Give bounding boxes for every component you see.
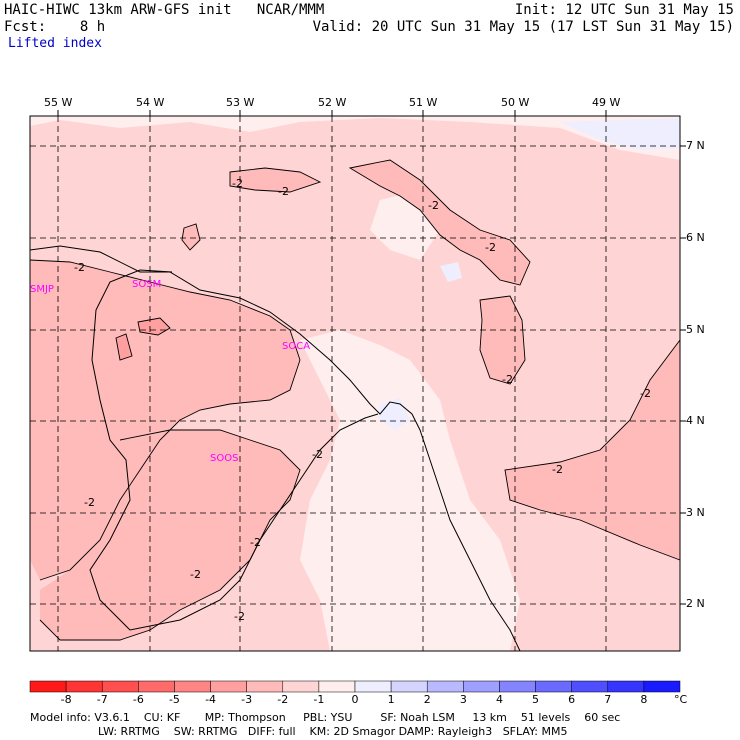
- map-title: HAIC-HIWC 13km ARW-GFS init NCAR/MMM: [4, 2, 325, 18]
- colorbar-swatch: [246, 680, 284, 693]
- negative-region: [230, 168, 320, 192]
- negative-region: [30, 260, 300, 580]
- colorbar-swatch: [354, 680, 392, 693]
- field-name: Lifted index: [8, 36, 102, 51]
- colorbar-swatch: [65, 680, 103, 693]
- lat-label: 7 N: [686, 139, 705, 152]
- colorbar-swatch: [463, 680, 500, 693]
- colorbar-tick-label: -3: [241, 693, 253, 706]
- light-region: [300, 330, 520, 651]
- negative-region: [480, 296, 525, 384]
- colorbar-tick-label: 8: [640, 693, 648, 706]
- map-frame: [29, 115, 681, 652]
- frame-ticks: [57, 110, 686, 605]
- contour-label: -2: [232, 177, 243, 190]
- strong-negative-pocket: [138, 318, 170, 335]
- contour-label: -2: [502, 373, 513, 386]
- lat-label: 4 N: [686, 414, 705, 427]
- colorbar-swatch: [571, 680, 609, 693]
- colorbar-swatch: [607, 680, 645, 693]
- colorbar-swatch: [535, 680, 572, 693]
- colorbar-tick-label: -1: [313, 693, 325, 706]
- model-info-line1: Model info: V3.6.1 CU: KF MP: Thompson P…: [30, 711, 621, 724]
- colorbar-swatch: [499, 680, 536, 693]
- colorbar-swatch: [643, 680, 681, 693]
- colorbar-swatch: [101, 680, 139, 693]
- contour-label: -2: [278, 185, 289, 198]
- contour-label: -2: [74, 261, 85, 274]
- lon-label: 49 W: [592, 96, 621, 109]
- colorbar-tick-label: 1: [387, 693, 395, 706]
- colorbar: [29, 680, 681, 693]
- coastline-borders: [29, 245, 521, 652]
- station-smjp: SMJP: [30, 284, 54, 295]
- contour-label: -2: [84, 496, 95, 509]
- colorbar-tick-label: -2: [277, 693, 289, 706]
- colorbar-tick-label: -6: [132, 693, 144, 706]
- contour-label: -2: [428, 199, 439, 212]
- negative-region: [40, 430, 300, 640]
- station-soos: SOOS: [210, 453, 238, 464]
- lon-label: 53 W: [226, 96, 255, 109]
- colorbar-tick-label: -5: [168, 693, 180, 706]
- contour-label: -2: [250, 536, 261, 549]
- model-info-line2: LW: RRTMG SW: RRTMG DIFF: full KM: 2D Sm…: [98, 725, 568, 738]
- positive-region: [440, 262, 462, 282]
- lon-label: 51 W: [409, 96, 438, 109]
- colorbar-tick-label: 0: [351, 693, 359, 706]
- lon-label: 50 W: [501, 96, 530, 109]
- station-labels: SMJP SOCA SOSM SOOS: [30, 279, 310, 464]
- negative-region: [182, 224, 200, 250]
- positive-region: [560, 118, 680, 150]
- lon-label: 55 W: [44, 96, 73, 109]
- colorbar-tick-label: 5: [532, 693, 540, 706]
- colorbar-tick-label: -8: [60, 693, 72, 706]
- lat-label: 5 N: [686, 323, 705, 336]
- station-soca: SOCA: [282, 341, 310, 352]
- colorbar-swatch: [282, 680, 320, 693]
- colorbar-swatch: [210, 680, 247, 693]
- colorbar-swatch: [29, 680, 67, 693]
- negative-region: [505, 340, 680, 560]
- init-time: Init: 12 UTC Sun 31 May 15: [514, 2, 734, 18]
- colorbar-tick-label: 2: [423, 693, 431, 706]
- contour-label: -2: [190, 568, 201, 581]
- colorbar-tick-label: 4: [495, 693, 503, 706]
- station-sosm: SOSM: [132, 279, 161, 290]
- contour-label: -2: [552, 463, 563, 476]
- lat-lon-grid: [30, 116, 680, 651]
- contour-label: -2: [234, 610, 245, 623]
- colorbar-swatch: [174, 680, 211, 693]
- colorbar-tick-label: -4: [205, 693, 217, 706]
- lon-label: 54 W: [136, 96, 165, 109]
- valid-time: Valid: 20 UTC Sun 31 May 15 (17 LST Sun …: [312, 19, 734, 35]
- colorbar-swatch: [426, 680, 464, 693]
- colorbar-swatch: [390, 680, 428, 693]
- colorbar-unit: °C: [674, 693, 688, 706]
- contour-label: -2: [312, 448, 323, 461]
- lat-label: 2 N: [686, 597, 705, 610]
- forecast-hour: Fcst: 8 h: [4, 19, 106, 35]
- colorbar-tick-label: 3: [459, 693, 467, 706]
- colorbar-tick-label: 6: [568, 693, 576, 706]
- lat-label: 6 N: [686, 231, 705, 244]
- strong-negative-pocket: [116, 334, 132, 360]
- colorbar-swatch: [318, 680, 356, 693]
- contour-label: -2: [640, 387, 651, 400]
- colorbar-swatch: [138, 680, 175, 693]
- negative-region: [350, 160, 530, 285]
- lon-label: 52 W: [318, 96, 347, 109]
- contour-labels: -2 -2 -2 -2 -2 -2 -2 -2 -2 -2 -2 -2 -2: [74, 177, 651, 623]
- colorbar-tick-label: 7: [604, 693, 612, 706]
- colorbar-tick-label: -7: [96, 693, 108, 706]
- contour-label: -2: [485, 241, 496, 254]
- lat-label: 3 N: [686, 506, 705, 519]
